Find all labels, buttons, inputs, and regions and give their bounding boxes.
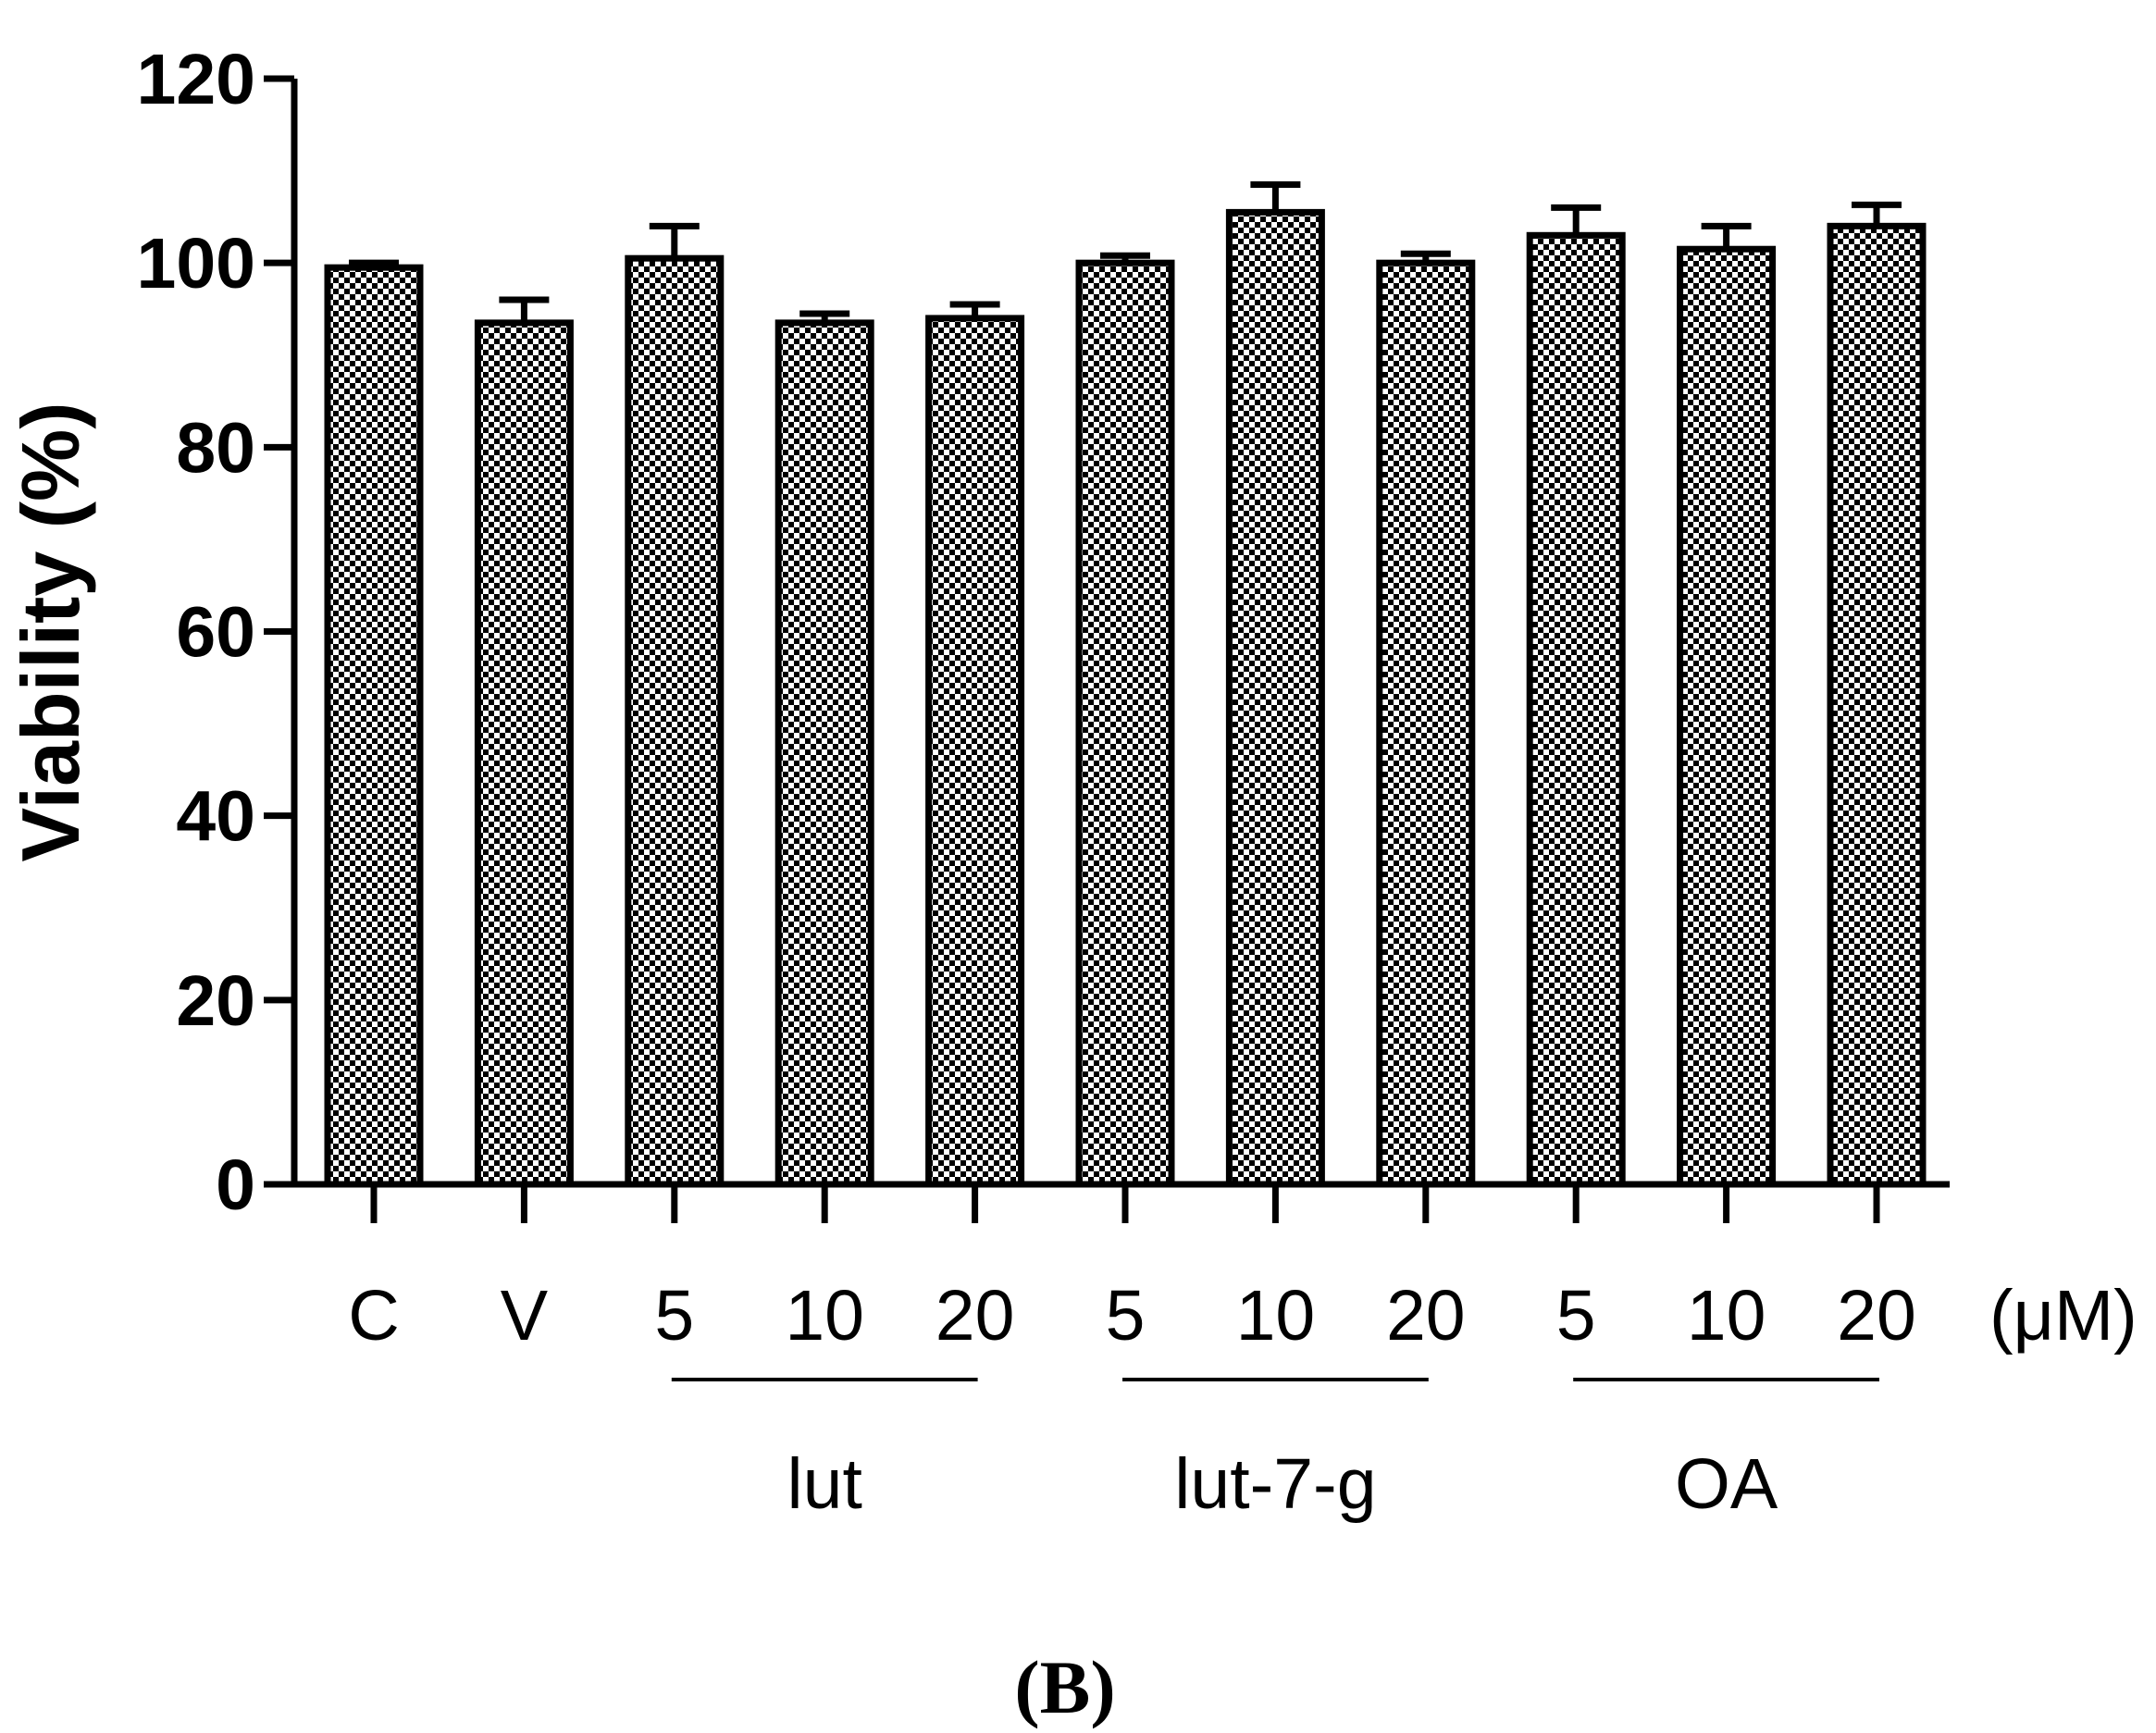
- x-tick-label: 20: [1837, 1276, 1916, 1355]
- unit-label: (μM): [1989, 1276, 2137, 1355]
- panel-label: (B): [1014, 1645, 1115, 1729]
- bar: [324, 264, 424, 1188]
- x-tick-label: 20: [1386, 1276, 1466, 1355]
- bar: [1225, 208, 1325, 1188]
- x-tick-label: 10: [1236, 1276, 1316, 1355]
- x-tick-label: 10: [785, 1276, 864, 1355]
- bar: [1677, 245, 1777, 1188]
- x-tick-label: 5: [1556, 1276, 1596, 1355]
- bar: [774, 319, 874, 1188]
- bar: [1827, 222, 1927, 1188]
- bar: [625, 254, 725, 1188]
- bar: [1376, 259, 1476, 1188]
- bar: [1075, 259, 1175, 1188]
- group-label: lut: [787, 1444, 862, 1524]
- x-tick-label: 5: [654, 1276, 694, 1355]
- bars-group: [324, 181, 1927, 1188]
- x-tick-label: C: [348, 1276, 400, 1355]
- y-tick-label: 0: [216, 1145, 255, 1225]
- x-tick-label: 10: [1687, 1276, 1766, 1355]
- bar: [1526, 231, 1626, 1188]
- y-axis-title: Viability (%): [5, 402, 96, 861]
- bar: [474, 319, 574, 1188]
- x-tick-label: V: [501, 1276, 549, 1355]
- x-tick-label: 5: [1106, 1276, 1146, 1355]
- bar: [925, 315, 1025, 1188]
- y-tick-label: 40: [176, 777, 255, 857]
- y-tick-label: 20: [176, 961, 255, 1041]
- labels-group: 0 20 40 60 80 100 120 C V 5 10 20 5 10 20 5 10 20 lut lut-7…: [137, 40, 1916, 1524]
- y-tick-label: 60: [176, 593, 255, 673]
- y-tick-label: 120: [137, 40, 255, 119]
- group-label: lut-7-g: [1174, 1444, 1376, 1524]
- y-tick-label: 100: [137, 224, 255, 303]
- x-tick-label: 20: [936, 1276, 1015, 1355]
- group-label: OA: [1675, 1444, 1778, 1524]
- y-tick-label: 80: [176, 408, 255, 488]
